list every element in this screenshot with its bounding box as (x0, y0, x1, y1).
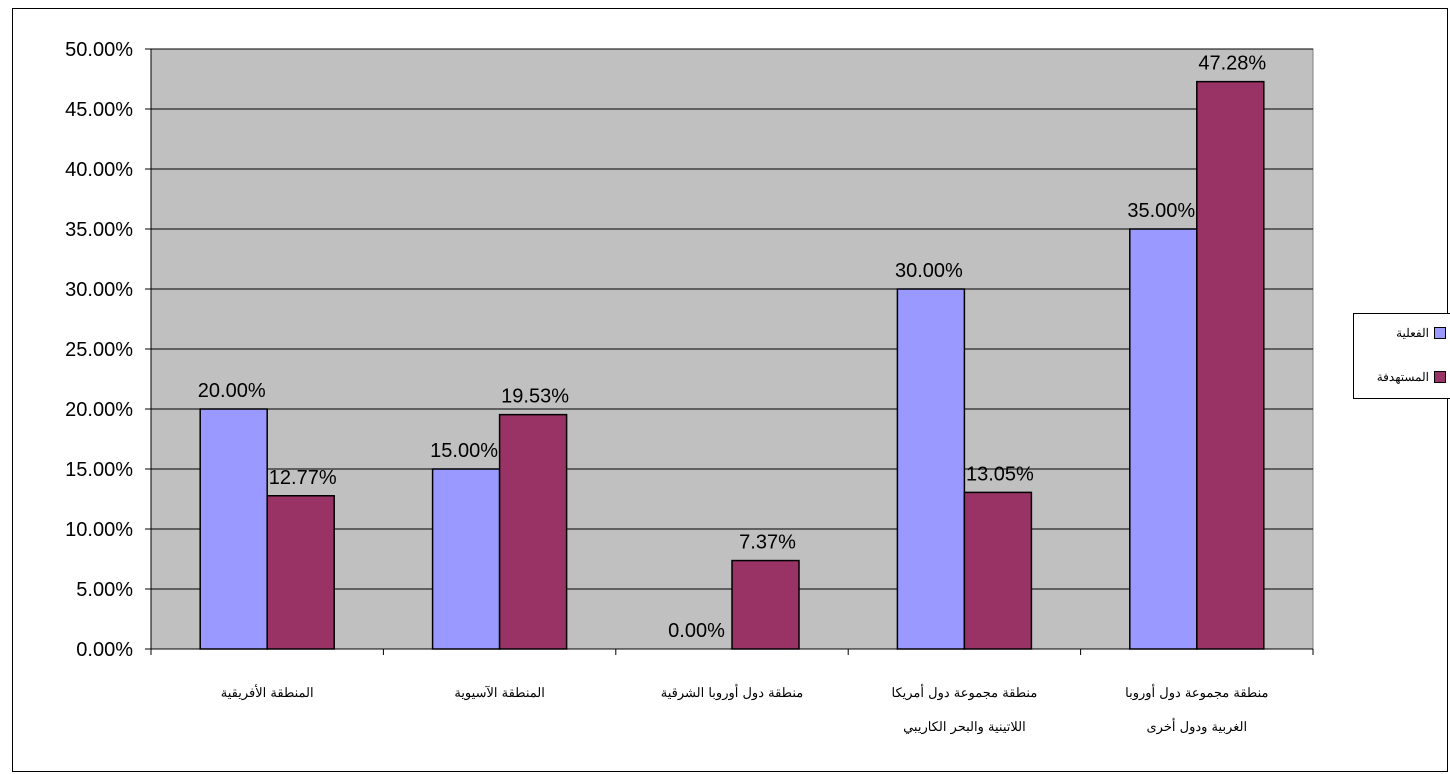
data-label-actual: 0.00% (668, 620, 725, 642)
bar-actual (431, 468, 501, 650)
data-label-actual: 15.00% (430, 440, 498, 462)
legend-item-actual: الفعلية (1396, 326, 1446, 340)
data-label-target: 47.28% (1198, 53, 1266, 75)
data-label-target: 12.77% (269, 467, 337, 489)
x-category-label: الغربية ودول أخرى (1147, 718, 1248, 735)
x-category-label: منطقة مجموعة دول أمريكا (891, 684, 1037, 701)
bar-target (963, 491, 1033, 650)
y-tick-label: 20.00% (65, 399, 133, 421)
data-label-actual: 20.00% (198, 380, 266, 402)
y-tick-label: 25.00% (65, 339, 133, 361)
y-tick-label: 45.00% (65, 99, 133, 121)
data-label-target: 19.53% (501, 386, 569, 408)
x-category-label: منطقة مجموعة دول أوروبا (1125, 684, 1268, 701)
data-label-target: 13.05% (966, 463, 1034, 485)
x-category-label: منطقة دول أوروبا الشرقية (661, 684, 803, 701)
x-category-label: المنطقة الآسيوية (454, 685, 545, 701)
x-category-label: اللاتينية والبحر الكاريبي (903, 720, 1026, 735)
y-tick-label: 0.00% (76, 639, 133, 661)
y-tick-label: 50.00% (65, 39, 133, 61)
chart-frame: 0.00% 5.00% 10.00% 15.00% 20.00% 25.00% 30.00%… (12, 8, 1450, 772)
y-tick-label: 35.00% (65, 219, 133, 241)
y-tick-label: 15.00% (65, 459, 133, 481)
legend: الفعلية المستهدفة (1353, 313, 1450, 399)
bar-target (731, 559, 800, 650)
bar-target (1196, 80, 1265, 650)
y-tick-label: 40.00% (65, 159, 133, 181)
data-label-actual: 30.00% (895, 260, 963, 282)
bar-target (266, 495, 335, 650)
y-tick-label: 5.00% (76, 579, 133, 601)
bar-chart: 0.00% 5.00% 10.00% 15.00% 20.00% 25.00% 30.00%… (65, 39, 1314, 735)
x-category-label: المنطقة الأفريقية (221, 684, 314, 701)
bar-target (498, 413, 568, 650)
legend-swatch-actual (1434, 327, 1446, 339)
legend-label-target: المستهدفة (1376, 370, 1429, 384)
y-tick-label: 30.00% (65, 279, 133, 301)
y-tick-label: 10.00% (65, 519, 133, 541)
bar-actual (1129, 228, 1198, 650)
legend-label-actual: الفعلية (1396, 326, 1429, 340)
legend-swatch-target (1434, 371, 1446, 383)
data-label-target: 7.37% (739, 532, 796, 554)
bar-actual (896, 288, 966, 650)
data-label-actual: 35.00% (1127, 200, 1195, 222)
legend-item-target: المستهدفة (1377, 370, 1446, 384)
bar-actual (199, 408, 268, 650)
